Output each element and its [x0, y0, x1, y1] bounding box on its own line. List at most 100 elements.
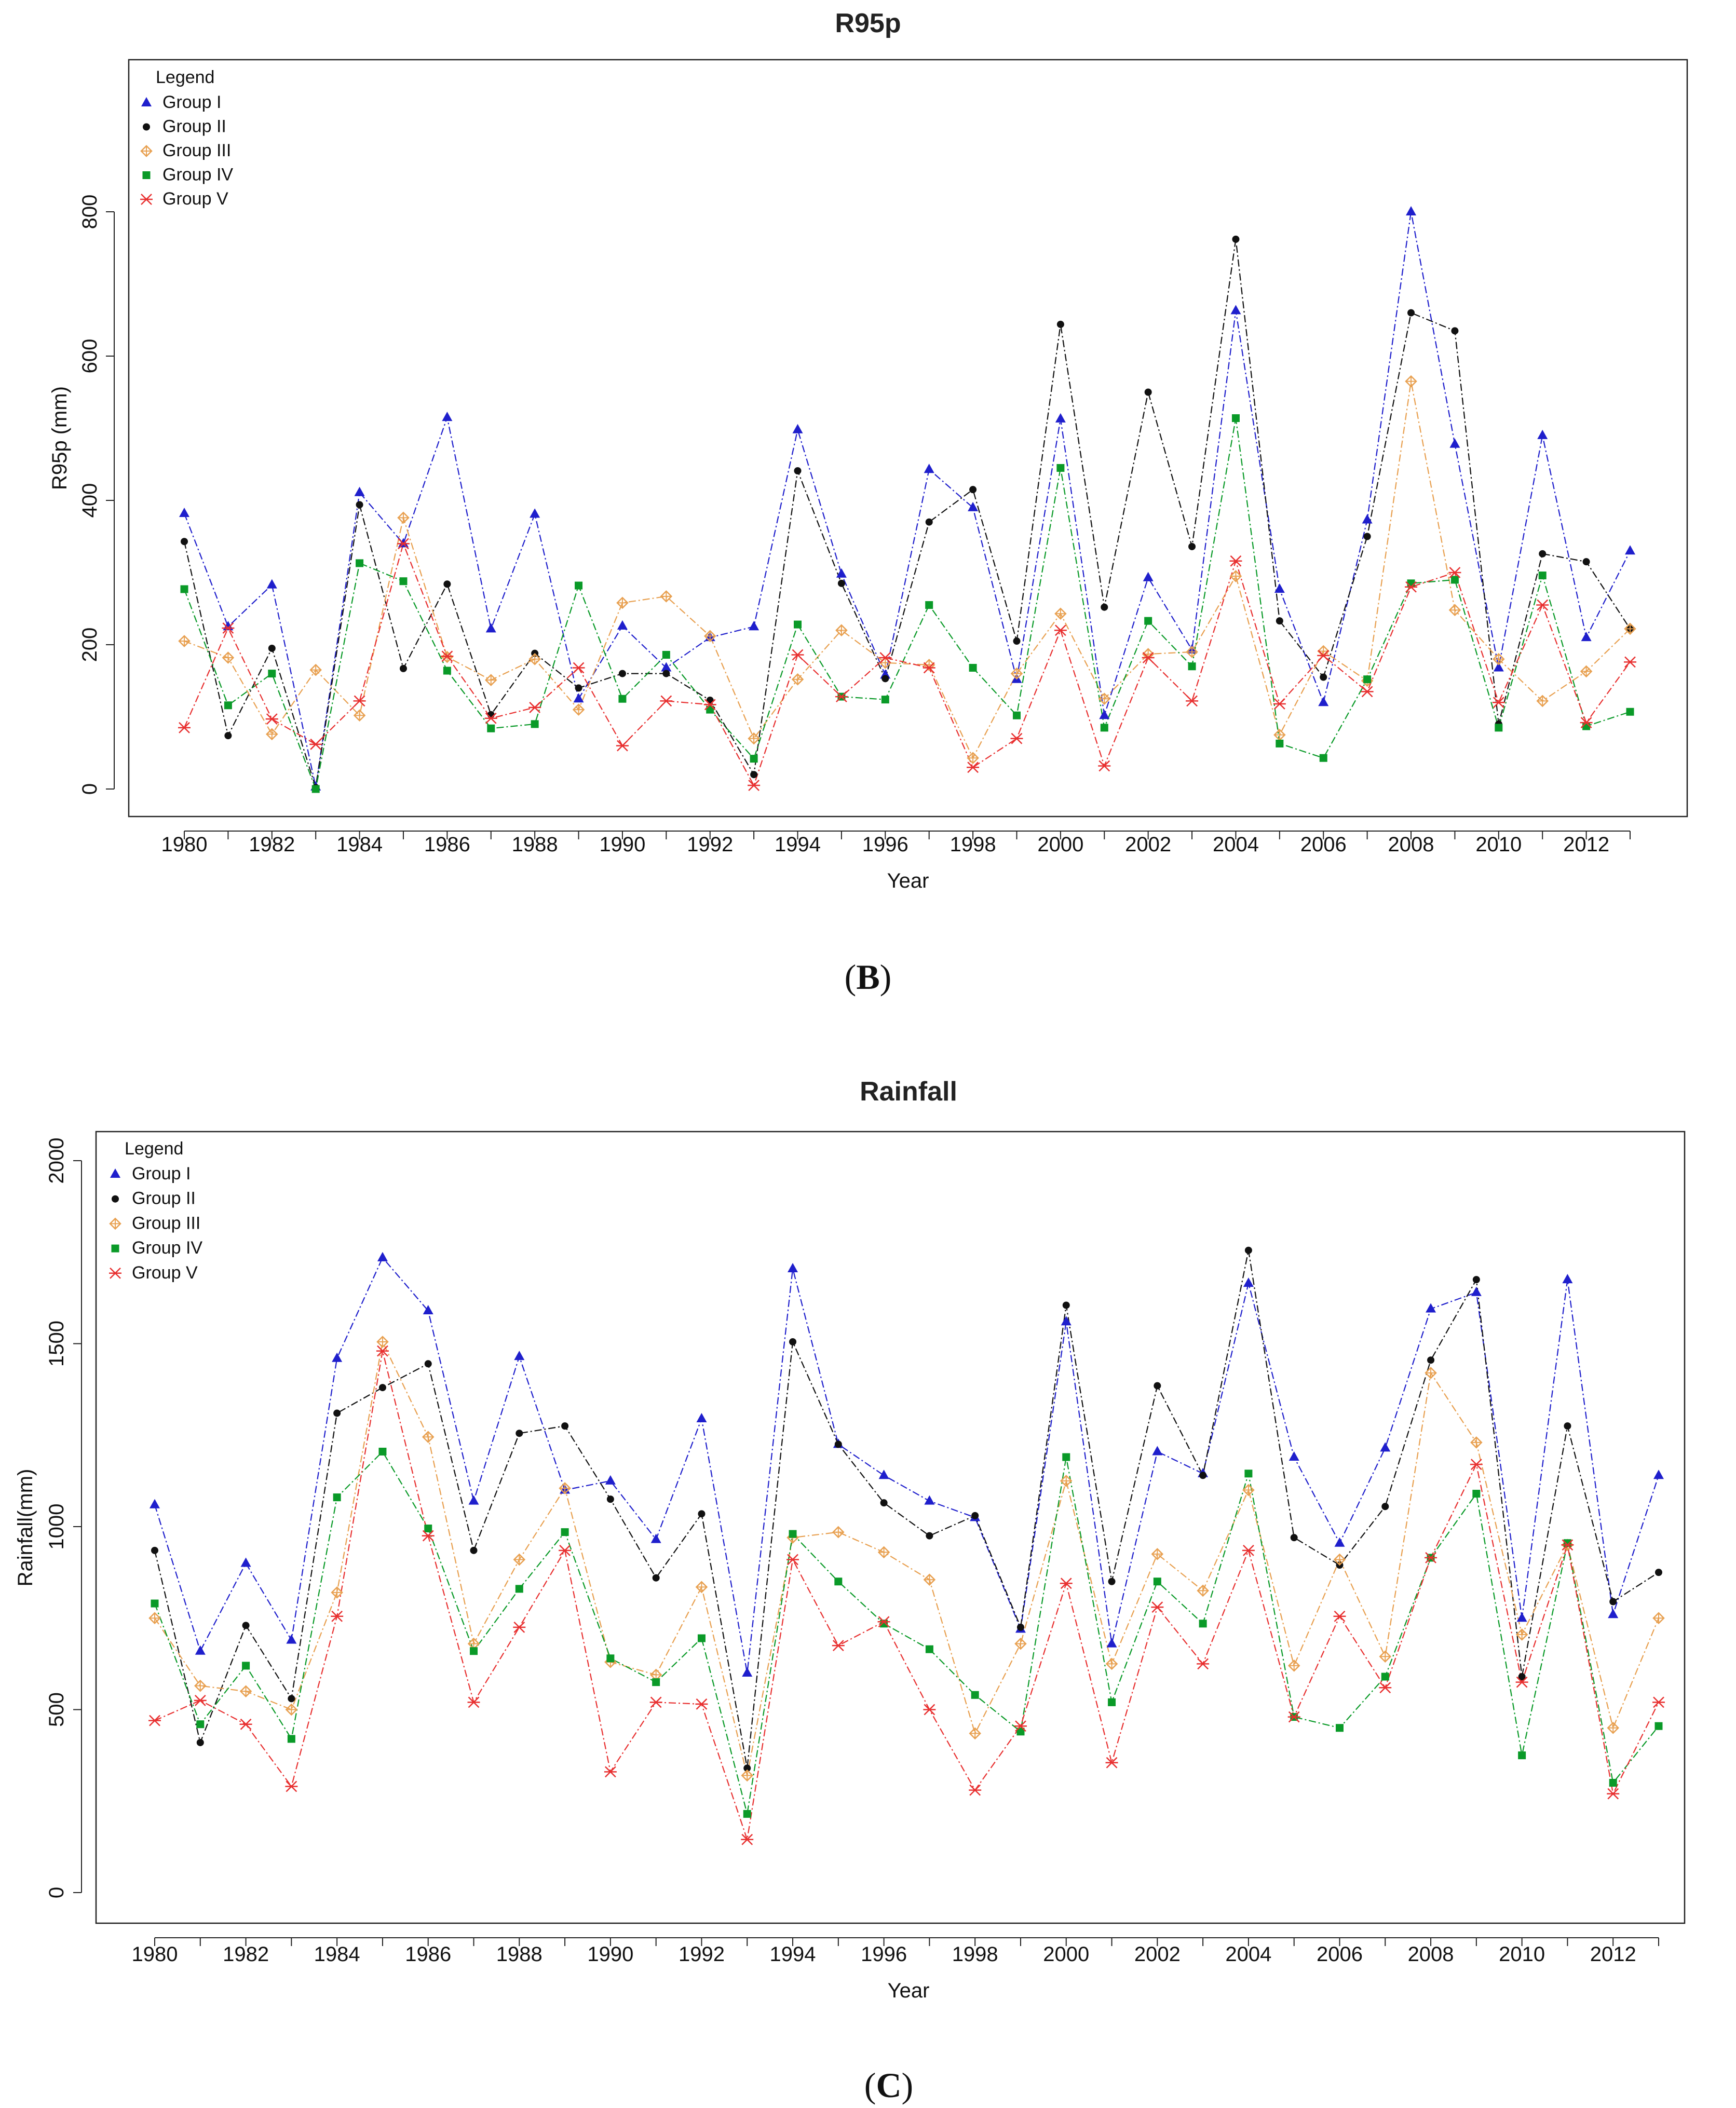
x-tick-label: 2012	[1563, 833, 1609, 856]
data-point	[513, 1621, 526, 1633]
data-point	[834, 1577, 843, 1586]
data-point	[660, 590, 673, 603]
data-point	[1231, 414, 1240, 423]
data-point	[1361, 686, 1374, 698]
data-point	[1624, 622, 1636, 635]
series-line-group-iii	[184, 380, 1631, 759]
data-point	[706, 705, 714, 714]
data-point	[1380, 1442, 1391, 1452]
data-point	[971, 1512, 979, 1519]
data-point	[789, 1530, 797, 1538]
data-point	[924, 1495, 935, 1505]
data-point	[151, 1599, 159, 1608]
data-point	[1273, 698, 1286, 710]
data-point	[1010, 667, 1023, 680]
data-point	[1448, 604, 1461, 617]
data-point	[748, 780, 761, 791]
data-point	[1562, 1274, 1573, 1284]
data-point	[242, 1622, 250, 1629]
data-point	[1518, 1673, 1526, 1681]
data-point	[835, 691, 848, 702]
data-point	[148, 1612, 161, 1625]
data-point	[1016, 1728, 1025, 1736]
data-point	[837, 579, 845, 587]
data-point	[1056, 464, 1065, 472]
data-point	[531, 720, 539, 728]
data-point	[195, 1645, 206, 1655]
y-tick-label: 800	[78, 195, 101, 229]
data-point	[398, 538, 409, 548]
data-point	[356, 501, 363, 509]
data-point	[1405, 375, 1417, 388]
data-point	[1426, 1303, 1436, 1313]
data-point	[265, 713, 278, 725]
data-point	[748, 732, 760, 745]
data-point	[1232, 235, 1240, 243]
data-point	[1493, 662, 1504, 672]
x-tick-label: 2000	[1043, 1943, 1089, 1966]
y-tick-label: 500	[45, 1692, 68, 1727]
data-point	[697, 1634, 706, 1642]
legend-title: Legend	[125, 1139, 183, 1159]
data-point	[923, 1573, 936, 1586]
data-point	[1427, 1356, 1435, 1364]
legend-title: Legend	[156, 67, 214, 87]
data-point	[1333, 1553, 1346, 1566]
data-point	[528, 653, 541, 665]
data-point	[484, 712, 497, 724]
data-point	[356, 559, 364, 567]
data-point	[286, 1634, 297, 1644]
x-tick-label: 1998	[952, 1943, 998, 1966]
x-tick-label: 2004	[1225, 1943, 1271, 1966]
data-point	[1564, 1422, 1571, 1430]
data-point	[1014, 1637, 1027, 1650]
data-point	[606, 1495, 614, 1503]
data-point	[222, 651, 235, 664]
panel-label-b: (B)	[845, 957, 892, 997]
legend-entry: Group II	[132, 1189, 196, 1208]
x-tick-label: 2000	[1037, 833, 1083, 856]
data-point	[649, 1696, 662, 1708]
data-point	[618, 695, 627, 703]
data-point	[1536, 599, 1549, 611]
data-point	[266, 579, 277, 589]
plot-frame	[128, 59, 1688, 818]
y-tick-label: 1000	[45, 1504, 68, 1550]
r95p-chart: R95p Year R95p (mm) 1980 1982 1984 1986 1988…	[48, 8, 1688, 997]
data-point	[743, 1810, 751, 1818]
data-point	[1405, 581, 1418, 593]
data-point	[880, 1499, 888, 1507]
y-tick-label: 1500	[45, 1321, 68, 1367]
data-point	[1276, 739, 1284, 747]
data-point	[178, 722, 191, 733]
data-point	[377, 1252, 388, 1261]
data-point	[1582, 558, 1590, 566]
data-point	[151, 1546, 158, 1554]
data-point	[662, 650, 670, 659]
data-point	[1580, 717, 1593, 729]
data-point	[178, 635, 191, 647]
data-point	[791, 673, 804, 686]
data-point	[1624, 656, 1636, 668]
data-point	[242, 1662, 250, 1670]
x-tick-label: 2002	[1125, 833, 1171, 856]
chart-marks: 1980 1982 1984 1986 1988 1990 1992 1994 1996 1998…	[78, 195, 1636, 856]
data-point	[194, 1679, 207, 1692]
data-point	[969, 1784, 982, 1796]
chart-marks: 1980 1982 1984 1986 1988 1990 1992 1994 1996 1998…	[45, 1138, 1665, 1966]
data-point	[1450, 576, 1459, 584]
data-point	[1016, 1623, 1024, 1631]
data-point	[559, 1482, 571, 1494]
legend-marker	[140, 145, 153, 157]
data-point	[1580, 665, 1593, 678]
data-point	[695, 1581, 708, 1594]
data-point	[240, 1557, 251, 1567]
data-point	[1244, 1246, 1252, 1254]
data-point	[604, 1766, 617, 1778]
y-axis-label: R95p (mm)	[48, 386, 71, 490]
data-point	[794, 620, 802, 629]
data-point	[1379, 1682, 1392, 1694]
data-point	[696, 1413, 707, 1423]
x-tick-label: 2006	[1300, 833, 1347, 856]
